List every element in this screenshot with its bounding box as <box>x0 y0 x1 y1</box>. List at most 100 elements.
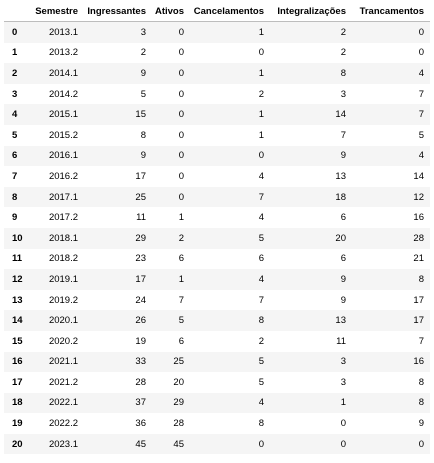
row-index: 0 <box>12 26 18 38</box>
row-index: 10 <box>12 232 23 244</box>
cell-ingressantes: 19 <box>135 335 146 347</box>
cell-cancelamentos: 8 <box>258 418 264 430</box>
cell-cancelamentos: 1 <box>258 129 264 141</box>
row-index: 7 <box>12 170 18 182</box>
cell-integralizacoes: 2 <box>340 26 346 38</box>
cell-integralizacoes: 8 <box>340 67 346 79</box>
cell-ingressantes: 23 <box>135 253 146 265</box>
table-header: Semestre Ingressantes Ativos Cancelament… <box>4 1 430 22</box>
cell-semestre: 2019.2 <box>48 294 78 306</box>
table-row: 1 2013.2 2 0 0 2 0 <box>4 42 430 64</box>
cell-cancelamentos: 1 <box>258 109 264 121</box>
cell-cancelamentos: 2 <box>258 88 264 100</box>
row-index: 6 <box>12 150 18 162</box>
row-index: 8 <box>12 191 18 203</box>
cell-ativos: 0 <box>178 67 184 79</box>
table-row: 15 2020.2 19 6 2 11 7 <box>4 330 430 352</box>
cell-ativos: 7 <box>178 294 184 306</box>
row-index: 13 <box>12 294 23 306</box>
cell-integralizacoes: 1 <box>340 397 346 409</box>
cell-trancamentos: 8 <box>418 376 424 388</box>
cell-ingressantes: 24 <box>135 294 146 306</box>
cell-semestre: 2018.2 <box>48 253 78 265</box>
header-row: Semestre Ingressantes Ativos Cancelament… <box>4 1 430 22</box>
column-header-ingressantes: Ingressantes <box>84 1 152 22</box>
cell-trancamentos: 0 <box>418 26 424 38</box>
cell-integralizacoes: 0 <box>340 418 346 430</box>
cell-cancelamentos: 7 <box>258 191 264 203</box>
cell-cancelamentos: 4 <box>258 170 264 182</box>
cell-ativos: 28 <box>173 418 184 430</box>
cell-integralizacoes: 14 <box>335 109 346 121</box>
table-row: 12 2019.1 17 1 4 9 8 <box>4 269 430 290</box>
table-row: 20 2023.1 45 45 0 0 0 <box>4 433 430 455</box>
cell-ingressantes: 9 <box>140 150 146 162</box>
column-header-integralizacoes: Integralizações <box>270 1 352 22</box>
row-index: 15 <box>12 335 23 347</box>
cell-cancelamentos: 4 <box>258 273 264 285</box>
table-row: 19 2022.2 36 28 8 0 9 <box>4 413 430 434</box>
cell-trancamentos: 7 <box>418 88 424 100</box>
cell-semestre: 2015.2 <box>48 129 78 141</box>
row-index: 19 <box>12 418 23 430</box>
cell-ativos: 0 <box>178 26 184 38</box>
cell-ingressantes: 29 <box>135 232 146 244</box>
row-index: 14 <box>12 315 23 327</box>
cell-ativos: 0 <box>178 88 184 100</box>
cell-cancelamentos: 4 <box>258 212 264 224</box>
cell-integralizacoes: 18 <box>335 191 346 203</box>
cell-semestre: 2021.2 <box>48 376 78 388</box>
row-index: 9 <box>12 212 18 224</box>
cell-integralizacoes: 3 <box>340 376 346 388</box>
cell-ingressantes: 3 <box>140 26 146 38</box>
row-index: 1 <box>12 47 18 59</box>
row-index: 11 <box>12 253 23 265</box>
cell-trancamentos: 0 <box>418 438 424 450</box>
cell-integralizacoes: 6 <box>340 253 346 265</box>
table-row: 14 2020.1 26 5 8 13 17 <box>4 310 430 331</box>
cell-integralizacoes: 6 <box>340 212 346 224</box>
cell-ingressantes: 5 <box>140 88 146 100</box>
cell-ingressantes: 17 <box>135 170 146 182</box>
cell-cancelamentos: 5 <box>258 356 264 368</box>
table-row: 17 2021.2 28 20 5 3 8 <box>4 372 430 393</box>
row-index: 17 <box>12 376 23 388</box>
column-header-semestre: Semestre <box>30 1 84 22</box>
cell-ativos: 0 <box>178 150 184 162</box>
cell-ingressantes: 8 <box>140 129 146 141</box>
table-row: 13 2019.2 24 7 7 9 17 <box>4 289 430 311</box>
table-row: 2 2014.1 9 0 1 8 4 <box>4 63 430 84</box>
cell-ingressantes: 2 <box>140 47 146 59</box>
table-row: 0 2013.1 3 0 1 2 0 <box>4 21 430 43</box>
cell-semestre: 2022.1 <box>48 397 78 409</box>
cell-cancelamentos: 4 <box>258 397 264 409</box>
cell-integralizacoes: 3 <box>340 356 346 368</box>
cell-ativos: 1 <box>178 273 184 285</box>
table-row: 8 2017.1 25 0 7 18 12 <box>4 186 430 208</box>
cell-trancamentos: 4 <box>418 150 424 162</box>
table-row: 11 2018.2 23 6 6 6 21 <box>4 248 430 270</box>
cell-ingressantes: 11 <box>136 212 146 224</box>
cell-cancelamentos: 6 <box>258 253 264 265</box>
cell-ativos: 2 <box>178 232 184 244</box>
dataframe-table: Semestre Ingressantes Ativos Cancelament… <box>4 1 430 455</box>
table-row: 7 2016.2 17 0 4 13 14 <box>4 166 430 187</box>
cell-trancamentos: 17 <box>413 315 424 327</box>
cell-ativos: 29 <box>173 397 184 409</box>
cell-semestre: 2016.1 <box>48 150 78 162</box>
cell-cancelamentos: 2 <box>258 335 264 347</box>
cell-ativos: 5 <box>178 315 184 327</box>
cell-ingressantes: 45 <box>135 438 146 450</box>
table-row: 9 2017.2 11 1 4 6 16 <box>4 207 430 228</box>
cell-semestre: 2019.1 <box>48 273 78 285</box>
cell-ativos: 1 <box>178 212 184 224</box>
cell-ingressantes: 33 <box>135 356 146 368</box>
cell-ativos: 25 <box>173 356 184 368</box>
cell-ativos: 0 <box>178 191 184 203</box>
cell-trancamentos: 5 <box>418 129 424 141</box>
column-header-ativos: Ativos <box>152 1 190 22</box>
cell-ativos: 0 <box>178 129 184 141</box>
cell-semestre: 2015.1 <box>48 109 78 121</box>
cell-trancamentos: 21 <box>413 253 424 265</box>
